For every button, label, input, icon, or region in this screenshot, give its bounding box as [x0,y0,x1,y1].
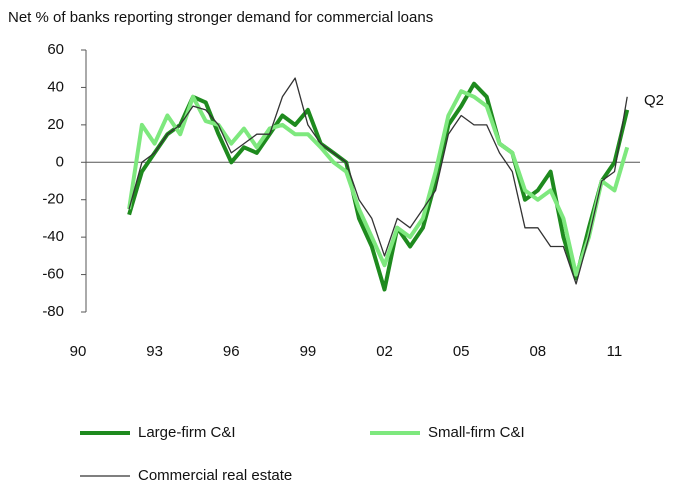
series-line [127,89,630,277]
y-tick-label: 20 [47,116,64,133]
y-tick-label: -60 [42,266,64,283]
y-tick-label: -80 [42,303,64,320]
x-tick-label: 93 [146,343,163,360]
y-tick-label: -20 [42,191,64,208]
legend-label: Small-firm C&I [428,424,525,441]
series-line [128,77,628,285]
x-tick-label: 11 [607,343,623,360]
y-tick-label: 60 [47,41,64,58]
x-tick-label: 08 [529,343,546,360]
legend-label: Large-firm C&I [138,424,236,441]
x-tick-label: 96 [223,343,240,360]
y-tick-label: -40 [42,228,64,245]
y-tick-label: 40 [47,78,64,95]
chart-title: Net % of banks reporting stronger demand… [8,9,433,26]
x-tick-label: 05 [453,343,470,360]
x-tick-label: 02 [376,343,393,360]
y-tick-label: 0 [56,153,64,170]
x-tick-label: 90 [70,343,87,360]
legend-label: Commercial real estate [138,467,292,484]
annotation: Q2 [644,92,664,109]
x-tick-label: 99 [300,343,317,360]
